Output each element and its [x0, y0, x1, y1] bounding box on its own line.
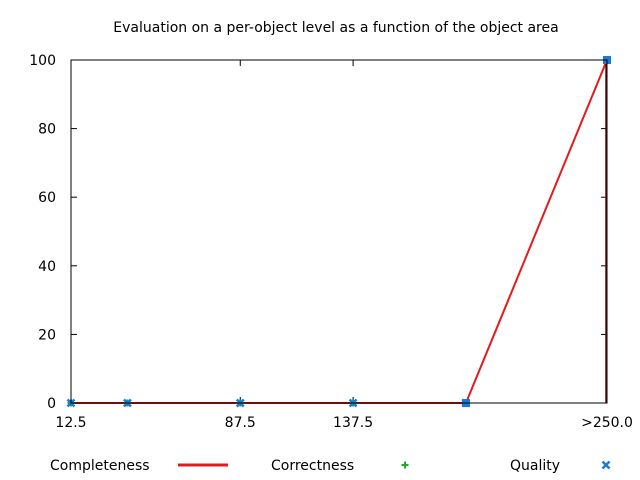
- series-correctness: [67, 56, 611, 407]
- legend-item-correctness: Correctness: [271, 458, 409, 474]
- series-completeness: [71, 59, 608, 404]
- series-quality: [66, 55, 612, 408]
- legend-swatch-quality: [601, 460, 611, 470]
- chart-title: Evaluation on a per-object level as a fu…: [113, 20, 558, 36]
- x-tick-label: 137.5: [333, 415, 373, 431]
- series-line-completeness: [71, 59, 608, 404]
- x-tick-label: 12.5: [55, 415, 86, 431]
- x-tick-label: 87.5: [225, 415, 256, 431]
- y-tick-label: 80: [38, 122, 56, 138]
- legend-item-quality: Quality: [510, 458, 611, 474]
- y-tick-label: 60: [38, 190, 56, 206]
- legend-item-completeness: Completeness: [50, 458, 228, 474]
- legend-label-quality: Quality: [510, 458, 560, 474]
- y-tick-label: 40: [38, 259, 56, 275]
- y-tick-label: 0: [47, 396, 56, 412]
- legend-swatch-correctness: [401, 461, 409, 469]
- legend-label-correctness: Correctness: [271, 458, 354, 474]
- x-tick-label: >250.0: [581, 415, 633, 431]
- y-tick-label: 100: [29, 53, 56, 69]
- legend-label-completeness: Completeness: [50, 458, 150, 474]
- marker-stroke: [601, 460, 611, 470]
- y-tick-label: 20: [38, 327, 56, 343]
- plot-frame: [70, 59, 608, 404]
